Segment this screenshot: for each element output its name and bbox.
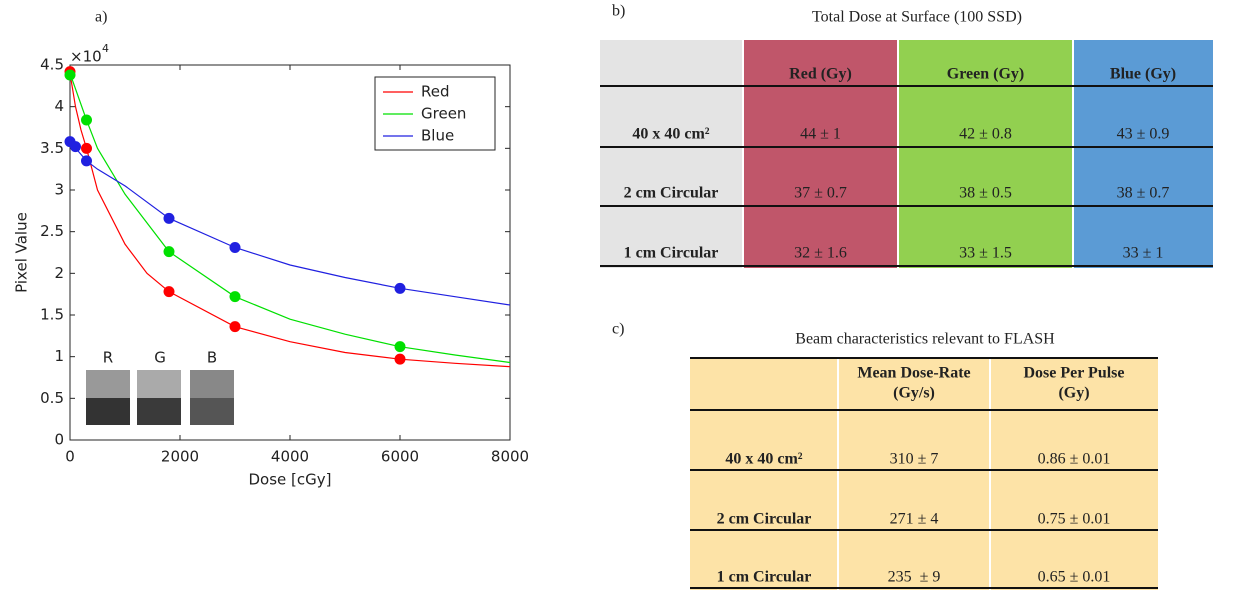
inset-label: G bbox=[154, 349, 166, 367]
figure: a) b) c) 0 0.5 1 1.5 2 2.5 3 3.5 4 4.5 0 2000 4000 6000 8… bbox=[0, 0, 1233, 590]
y-tick-label: 4 bbox=[54, 97, 64, 115]
column-header: Green (Gy) bbox=[947, 66, 1024, 83]
y-exponent: ×10 bbox=[70, 48, 102, 66]
x-tick-label: 6000 bbox=[381, 448, 419, 466]
data-point bbox=[395, 283, 406, 294]
panel-label: a) bbox=[95, 9, 107, 26]
x-tick-label: 4000 bbox=[271, 448, 309, 466]
table-cell: 38 ± 0.5 bbox=[959, 185, 1012, 202]
panel-label: b) bbox=[612, 3, 625, 20]
y-tick-label: 0.5 bbox=[40, 389, 64, 407]
data-point bbox=[81, 155, 92, 166]
y-exponent-power: 4 bbox=[102, 42, 109, 55]
column-header: Red (Gy) bbox=[789, 66, 852, 83]
data-point bbox=[164, 213, 175, 224]
column-fill bbox=[600, 40, 743, 268]
y-tick-label: 0 bbox=[54, 431, 64, 449]
film-g-dark bbox=[137, 398, 181, 425]
table-title: Total Dose at Surface (100 SSD) bbox=[812, 9, 1022, 26]
data-point bbox=[81, 143, 92, 154]
data-point bbox=[230, 321, 241, 332]
table-cell: 0.86 ± 0.01 bbox=[1038, 451, 1111, 468]
x-tick-label: 0 bbox=[65, 448, 75, 466]
row-label: 2 cm Circular bbox=[624, 185, 719, 202]
x-tick-label: 8000 bbox=[491, 448, 529, 466]
column-header: (Gy) bbox=[1058, 385, 1089, 402]
data-point bbox=[164, 286, 175, 297]
data-point bbox=[164, 246, 175, 257]
y-tick-label: 3.5 bbox=[40, 139, 64, 157]
data-point bbox=[81, 115, 92, 126]
data-point bbox=[65, 70, 76, 81]
y-tick-label: 1.5 bbox=[40, 306, 64, 324]
column-header: (Gy/s) bbox=[893, 385, 935, 402]
film-r-dark bbox=[86, 398, 130, 425]
table-cell: 0.65 ± 0.01 bbox=[1038, 569, 1111, 586]
table-cell: 33 ± 1 bbox=[1123, 245, 1164, 262]
table-cell: 310 ± 7 bbox=[890, 451, 939, 468]
column-header: Mean Dose-Rate bbox=[857, 365, 970, 382]
film-b-dark bbox=[190, 398, 234, 425]
data-point bbox=[395, 354, 406, 365]
data-point bbox=[70, 141, 81, 152]
table-cell: 33 ± 1.5 bbox=[959, 245, 1012, 262]
fit-curve bbox=[70, 142, 510, 305]
y-tick-label: 1 bbox=[54, 347, 64, 365]
data-point bbox=[395, 341, 406, 352]
x-axis-label: Dose [cGy] bbox=[249, 471, 332, 489]
table-cell: 0.75 ± 0.01 bbox=[1038, 511, 1111, 528]
table-cell: 32 ± 1.6 bbox=[794, 245, 847, 262]
table-cell: 43 ± 0.9 bbox=[1117, 126, 1170, 143]
inset-films bbox=[86, 370, 234, 425]
table-cell: 235 ± 9 bbox=[888, 569, 941, 586]
legend-label: Blue bbox=[421, 127, 454, 145]
column-header: Blue (Gy) bbox=[1110, 66, 1176, 83]
row-label: 40 x 40 cm² bbox=[632, 126, 709, 143]
row-label: 1 cm Circular bbox=[624, 245, 719, 262]
table-cell: 42 ± 0.8 bbox=[959, 126, 1012, 143]
table-cell: 271 ± 4 bbox=[890, 511, 939, 528]
inset-label: R bbox=[103, 349, 113, 367]
inset-label: B bbox=[207, 349, 217, 367]
panel-label: c) bbox=[612, 321, 624, 338]
y-tick-label: 4.5 bbox=[40, 56, 64, 74]
table-cell: 37 ± 0.7 bbox=[794, 185, 847, 202]
table-cell: 44 ± 1 bbox=[800, 126, 841, 143]
row-label: 40 x 40 cm² bbox=[725, 451, 802, 468]
table-title: Beam characteristics relevant to FLASH bbox=[795, 331, 1055, 348]
table-cell: 38 ± 0.7 bbox=[1117, 185, 1170, 202]
y-tick-label: 2 bbox=[54, 264, 64, 282]
y-axis-label: Pixel Value bbox=[13, 212, 31, 293]
data-point bbox=[230, 242, 241, 253]
y-tick-label: 3 bbox=[54, 181, 64, 199]
data-point bbox=[230, 291, 241, 302]
row-label: 1 cm Circular bbox=[717, 569, 812, 586]
legend-label: Red bbox=[421, 83, 450, 101]
row-label: 2 cm Circular bbox=[717, 511, 812, 528]
x-tick-label: 2000 bbox=[161, 448, 199, 466]
column-header: Dose Per Pulse bbox=[1023, 365, 1124, 382]
legend-label: Green bbox=[421, 105, 466, 123]
y-tick-label: 2.5 bbox=[40, 222, 64, 240]
